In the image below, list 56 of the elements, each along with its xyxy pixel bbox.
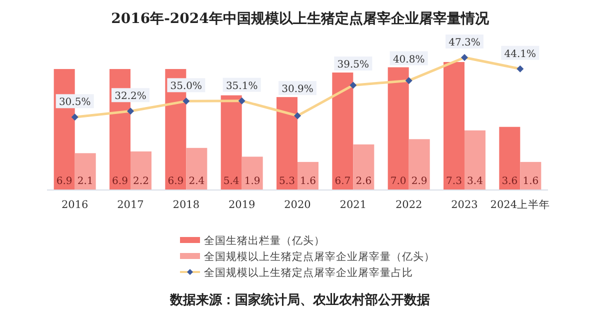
data-label: 3.6 [502,176,518,187]
x-tick-label: 2022 [395,199,422,211]
data-label: 1.6 [522,176,539,187]
data-label: 7.3 [446,176,462,187]
bar [520,162,542,190]
bar [74,153,96,190]
legend-label: 全国规模以上生猪定点屠宰企业屠宰量占比 [204,266,413,279]
x-tick-label: 2021 [340,199,367,211]
data-label: 3.4 [467,176,483,187]
data-label: 6.9 [56,176,72,187]
x-tick-label: 2023 [451,199,478,211]
data-label: 6.7 [334,176,351,187]
x-tick-label: 2024上半年 [490,198,550,211]
data-label: 2.2 [133,176,149,187]
chart-title: 2016年-2024年中国规模以上生猪定点屠宰企业屠宰量情况 [111,10,490,27]
data-label: 32.2% [114,91,146,102]
data-label: 1.9 [244,176,260,187]
data-label: 47.3% [448,37,480,48]
data-label: 6.9 [168,176,184,187]
data-label: 7.0 [390,176,406,187]
bar [332,72,354,190]
source-note: 数据来源：国家统计局、农业农村部公开数据 [169,292,430,308]
data-label: 44.1% [504,48,536,60]
data-label: 2.9 [411,176,428,187]
x-tick-label: 2017 [117,199,144,211]
bar [276,97,298,190]
data-label: 30.9% [282,84,314,96]
data-label: 35.1% [226,80,258,92]
bar [388,67,409,190]
bar [186,148,208,190]
data-label: 2.1 [77,176,94,187]
x-tick-label: 2016 [61,199,89,211]
bar [242,156,263,190]
bar [220,95,242,190]
data-label: 40.8% [392,54,425,66]
bar [298,162,318,190]
bar [408,139,430,190]
x-tick-label: 2019 [228,199,256,211]
data-label: 2.6 [356,176,372,187]
bar [353,144,374,190]
bar [464,130,486,190]
x-tick-label: 2018 [172,199,200,211]
data-label: 1.6 [300,176,316,187]
data-label: 30.5% [58,97,91,108]
bar [499,126,520,190]
data-label: 35.0% [170,81,202,92]
legend-label: 全国规模以上生猪定点屠宰企业屠宰量（亿头） [204,250,435,263]
data-label: 2.4 [188,176,205,187]
legend-label: 全国生猪出栏量（亿头） [204,234,325,247]
bar [130,151,152,190]
data-label: 39.5% [337,60,370,71]
data-label: 5.3 [279,176,295,187]
x-tick-label: 2020 [284,199,311,211]
data-label: 6.9 [112,176,128,187]
bar [444,62,464,190]
data-label: 5.4 [223,176,240,187]
